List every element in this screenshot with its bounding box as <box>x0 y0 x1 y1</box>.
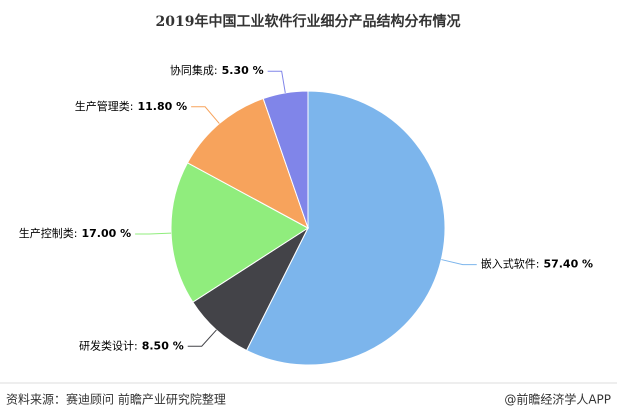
value-label: 8.50 % <box>142 339 184 352</box>
category-label: 协同集成: <box>170 63 218 77</box>
data-label: 生产控制类: 17.00 % <box>19 226 131 240</box>
data-label: 协同集成: 5.30 % <box>170 63 264 77</box>
value-label: 17.00 % <box>81 227 131 240</box>
value-label: 11.80 % <box>137 100 187 113</box>
category-label: 研发类设计: <box>79 338 138 352</box>
value-label: 57.40 % <box>543 258 593 271</box>
data-label: 研发类设计: 8.50 % <box>79 338 184 352</box>
category-label: 嵌入式软件: <box>481 257 540 271</box>
credit: @前瞻经济学人APP <box>504 392 611 407</box>
leader-line <box>135 232 172 235</box>
data-label: 嵌入式软件: 57.40 % <box>481 257 593 271</box>
value-label: 5.30 % <box>222 64 264 77</box>
chart-title: 2019年中国工业软件行业细分产品结构分布情况 <box>156 13 461 30</box>
pie-slice <box>186 97 309 230</box>
leader-line <box>187 329 217 347</box>
leader-line <box>441 259 477 266</box>
pie-slice <box>170 162 309 303</box>
data-label: 生产管理类: 11.80 % <box>75 99 187 113</box>
source: 资料来源：赛迪顾问 前瞻产业研究院整理 <box>6 392 226 407</box>
pie-slice <box>245 90 446 366</box>
leader-line <box>267 70 286 93</box>
pie-slice <box>262 90 309 229</box>
category-label: 生产控制类: <box>19 226 78 240</box>
category-label: 生产管理类: <box>75 99 134 113</box>
leader-line <box>191 106 220 124</box>
